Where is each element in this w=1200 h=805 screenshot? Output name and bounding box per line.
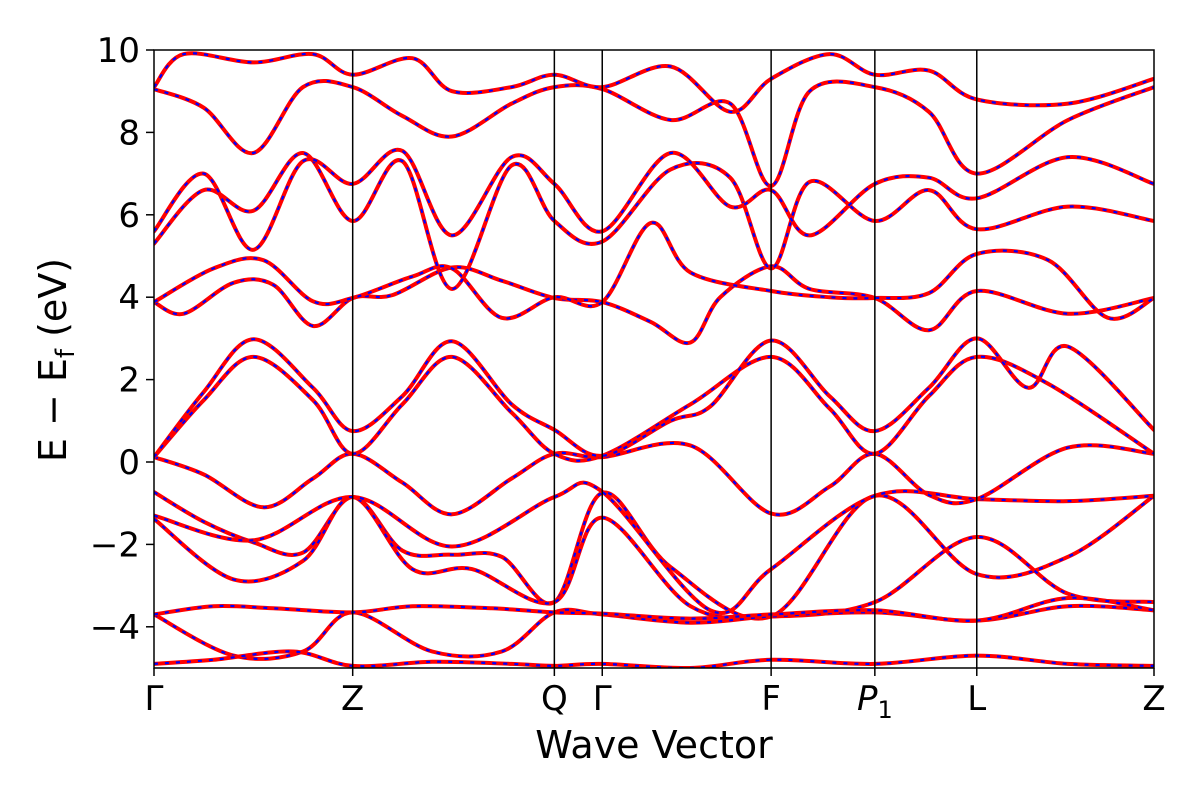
band-line-solid-6 [154,440,1154,517]
plot-frame [153,49,1155,669]
band-line-dashed-10 [154,221,1154,320]
y-tick-label-4: 2 [118,361,140,401]
x-tick-label-main-4: Γ [593,679,612,719]
band-line-dashed-8 [154,337,1154,458]
y-tick-label-8: 10 [97,31,140,71]
y-tick-label-3: 0 [118,443,140,483]
x-tick-label-4: Γ [593,679,612,719]
band-line-solid-1 [154,490,1154,621]
x-tick-label-main-2: Z [341,679,364,719]
band-line-solid-5 [154,595,1154,623]
x-tick-label-2: Z [341,679,364,719]
band-line-solid-13 [154,79,1154,188]
x-tick-label-main-6: P [857,679,878,719]
y-axis-label-sub: f [51,348,81,358]
band-line-solid-15 [154,649,1154,668]
y-tick-label-7: 8 [118,113,140,153]
band-line-solid-10 [154,220,1154,321]
y-tick-label-2: −2 [90,525,140,565]
band-line-solid-8 [154,336,1154,460]
y-tick-label-1: −4 [90,608,140,648]
band-line-dashed-1 [154,491,1154,620]
band-line-dashed-3 [154,481,1154,614]
y-axis-label-unit: (eV) [31,258,75,349]
band-line-dashed-6 [154,441,1154,516]
x-tick-label-sub-6: 1 [877,696,892,724]
x-tick-label-3: Q [541,679,568,719]
band-line-dashed-12 [154,148,1154,251]
x-tick-label-main-5: F [761,679,781,719]
x-tick-label-6: P1 [857,679,893,724]
bands-group [154,51,1154,668]
y-axis-label-main: E − E [31,358,75,462]
x-axis-label: Wave Vector [535,723,773,767]
x-tick-label-main-7: L [967,679,986,719]
band-line-dashed-13 [154,79,1154,188]
x-tick-label-1: Γ [145,679,164,719]
band-line-solid-9 [154,264,1154,346]
band-line-dashed-2 [154,495,1154,620]
x-tick-label-main-8: Z [1142,679,1165,719]
y-axis-label: E − Ef (eV) [31,258,81,462]
x-tick-label-8: Z [1142,679,1165,719]
y-ticks-group: −4 −2 0 2 4 6 8 10 [90,31,154,648]
kpoint-lines-group [351,50,978,668]
x-tick-label-main-1: Γ [145,679,164,719]
y-tick-label-6: 6 [118,196,140,236]
x-tick-label-5: F [761,679,781,719]
y-tick-label-5: 4 [118,278,140,318]
band-line-dashed-14 [154,52,1154,113]
x-ticks-group: Γ Z Q Γ F P1 L Z [145,668,1166,724]
x-tick-label-main-3: Q [541,679,568,719]
band-line-dashed-11 [154,151,1154,291]
x-tick-label-7: L [967,679,986,719]
band-line-dashed-9 [154,265,1154,345]
